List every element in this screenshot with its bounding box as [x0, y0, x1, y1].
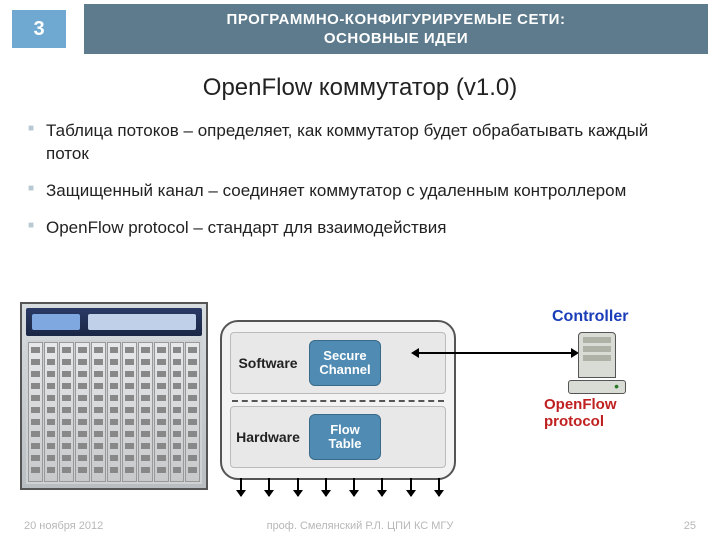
footer-author: проф. Смелянский Р.Л. ЦПИ КС МГУ [0, 520, 720, 532]
down-arrow [438, 478, 440, 496]
down-arrow [353, 478, 355, 496]
rack-slot [170, 342, 185, 482]
sw-divider [232, 400, 444, 402]
title-line-1: ПРОГРАММНО-КОНФИГУРИРУЕМЫЕ СЕТИ: [227, 10, 566, 30]
rack-slot [154, 342, 169, 482]
flow-table-box: Flow Table [309, 414, 381, 460]
slide-title-bar: ПРОГРАММНО-КОНФИГУРИРУЕМЫЕ СЕТИ: ОСНОВНЫ… [84, 4, 708, 54]
server-body [578, 332, 616, 378]
slide-subtitle: OpenFlow коммутатор (v1.0) [0, 74, 720, 102]
flow-table-l2: Table [329, 437, 362, 451]
rack-slot [75, 342, 90, 482]
secure-channel-arrow [414, 352, 576, 354]
rack-slot [44, 342, 59, 482]
hardware-layer: Hardware Flow Table [230, 406, 446, 468]
down-arrow [325, 478, 327, 496]
secure-channel-l2: Channel [319, 363, 370, 377]
switch-logical-box: Software Secure Channel Hardware Flow Ta… [220, 320, 456, 480]
down-arrow [297, 478, 299, 496]
rack-slot [28, 342, 43, 482]
rack-top-panel [26, 308, 202, 336]
down-arrow [410, 478, 412, 496]
protocol-l1: OpenFlow [544, 396, 617, 413]
controller-server-icon [568, 332, 626, 394]
rack-slot [122, 342, 137, 482]
bullet-item: Защищенный канал – соединяет коммутатор … [28, 180, 692, 203]
openflow-diagram: Software Secure Channel Hardware Flow Ta… [20, 302, 700, 498]
protocol-l2: protocol [544, 413, 617, 430]
switch-hardware-photo [20, 302, 208, 490]
secure-channel-l1: Secure [319, 349, 370, 363]
flow-table-output-arrows [240, 478, 440, 500]
rack-slot [107, 342, 122, 482]
chapter-number-badge: 3 [12, 10, 66, 48]
bullet-item: Таблица потоков – определяет, как коммут… [28, 120, 692, 166]
slide: 3 ПРОГРАММНО-КОНФИГУРИРУЕМЫЕ СЕТИ: ОСНОВ… [0, 0, 720, 540]
bullet-item: OpenFlow protocol – стандарт для взаимод… [28, 217, 692, 240]
down-arrow [240, 478, 242, 496]
rack-slot [91, 342, 106, 482]
software-layer: Software Secure Channel [230, 332, 446, 394]
software-label: Software [231, 355, 305, 371]
secure-channel-box: Secure Channel [309, 340, 381, 386]
rack-slot [59, 342, 74, 482]
footer-page-number: 25 [684, 520, 696, 532]
rack-slot [138, 342, 153, 482]
rack-slot [185, 342, 200, 482]
down-arrow [268, 478, 270, 496]
openflow-protocol-label: OpenFlow protocol [544, 396, 617, 431]
server-base [568, 380, 626, 394]
flow-table-l1: Flow [329, 423, 362, 437]
title-line-2: ОСНОВНЫЕ ИДЕИ [227, 29, 566, 49]
down-arrow [381, 478, 383, 496]
controller-label: Controller [552, 308, 628, 326]
bullet-list: Таблица потоков – определяет, как коммут… [28, 120, 692, 254]
rack-body [26, 340, 202, 484]
hardware-label: Hardware [231, 429, 305, 445]
